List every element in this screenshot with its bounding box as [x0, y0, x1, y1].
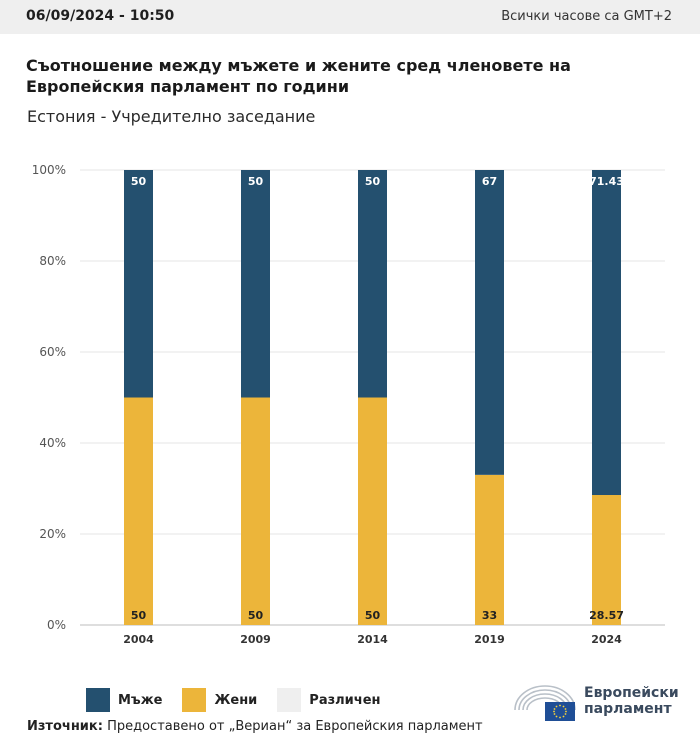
source-note: Източник: Предоставено от „Вериан“ за Ев…	[27, 719, 483, 734]
x-tick-label: 2014	[357, 633, 388, 646]
bar-men-2019	[475, 170, 504, 475]
data-label: 71.43	[589, 175, 624, 188]
stacked-bar-chart: 0% 20% 40% 60% 80% 100% 50 50 2004 50 50 2009 50 50 20…	[32, 163, 665, 646]
y-tick-label: 20%	[39, 527, 66, 541]
bar-women-2009	[241, 397, 270, 625]
logo-text: Европейски парламент	[584, 685, 679, 717]
chart-subtitle: Естония - Учредително заседание	[27, 107, 316, 126]
data-label: 50	[248, 609, 264, 622]
data-label: 33	[482, 609, 497, 622]
legend-label-women: Жени	[214, 692, 258, 708]
bar-men-2004	[124, 170, 153, 398]
x-tick-label: 2019	[474, 633, 505, 646]
data-label: 50	[365, 175, 381, 188]
data-label: 50	[365, 609, 381, 622]
legend-swatch-other	[277, 688, 302, 712]
x-tick-label: 2024	[591, 633, 622, 646]
data-label: 28.57	[589, 609, 624, 622]
y-tick-label: 80%	[39, 254, 66, 268]
bar-women-2004	[124, 397, 153, 625]
bar-men-2024	[592, 170, 621, 496]
hemicycle-icon	[514, 685, 576, 721]
y-tick-label: 60%	[39, 345, 66, 359]
x-tick-label: 2004	[123, 633, 154, 646]
bar-women-2019	[475, 474, 504, 625]
bar-women-2014	[358, 397, 387, 625]
x-tick-label: 2009	[240, 633, 271, 646]
legend-item-men[interactable]: Мъже	[86, 688, 162, 712]
y-tick-label: 100%	[32, 163, 66, 177]
top-bar: 06/09/2024 - 10:50 Всички часове са GMT+…	[0, 0, 700, 34]
logo-line-1: Европейски	[584, 685, 679, 701]
legend-label-men: Мъже	[118, 692, 163, 708]
source-label: Източник:	[27, 719, 103, 734]
legend-swatch-women	[182, 688, 207, 712]
data-label: 50	[131, 609, 147, 622]
legend-item-women[interactable]: Жени	[182, 688, 257, 712]
eu-flag-icon	[545, 702, 575, 721]
timezone-note: Всички часове са GMT+2	[501, 9, 672, 24]
legend: Мъже Жени Различен	[86, 688, 401, 712]
data-label: 50	[131, 175, 147, 188]
legend-item-other[interactable]: Различен	[277, 688, 381, 712]
y-tick-label: 0%	[47, 618, 66, 632]
legend-swatch-men	[86, 688, 110, 712]
timestamp: 06/09/2024 - 10:50	[26, 8, 175, 24]
bar-men-2014	[358, 170, 387, 398]
european-parliament-logo: Европейски парламент	[512, 680, 682, 722]
data-label: 67	[482, 175, 497, 188]
y-tick-label: 40%	[39, 436, 66, 450]
source-text: Предоставено от „Вериан“ за Европейския …	[107, 719, 483, 734]
chart-title: Съотношение между мъжете и жените сред ч…	[26, 56, 571, 96]
legend-label-other: Различен	[309, 692, 381, 708]
data-label: 50	[248, 175, 264, 188]
logo-line-2: парламент	[584, 701, 672, 717]
bar-women-2024	[592, 495, 621, 625]
bar-men-2009	[241, 170, 270, 398]
